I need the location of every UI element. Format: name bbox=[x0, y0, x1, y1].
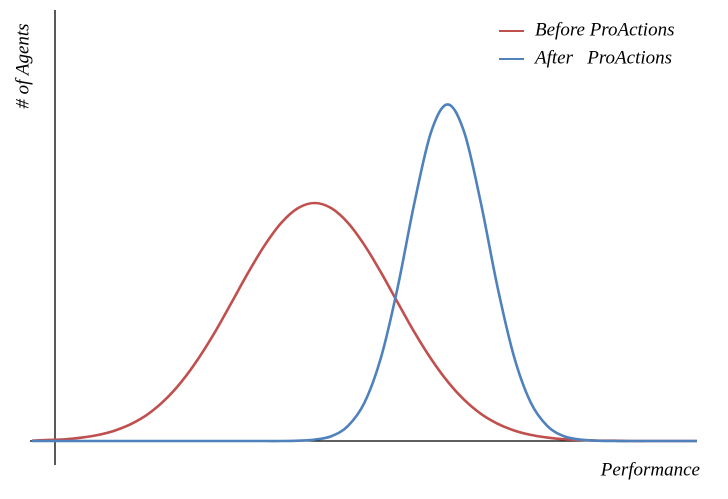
legend-label: Before ProActions bbox=[535, 19, 674, 40]
y-axis-label: # of Agents bbox=[12, 23, 33, 108]
x-axis-label: Performance bbox=[600, 459, 700, 480]
legend-label: After ProActions bbox=[533, 47, 672, 68]
series-line bbox=[32, 103, 697, 443]
